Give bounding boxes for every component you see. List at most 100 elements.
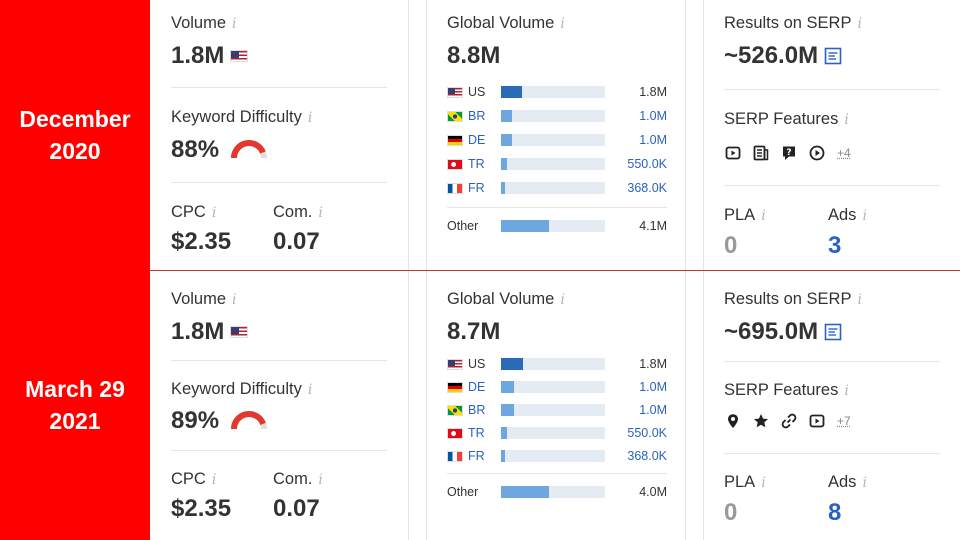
pin-icon[interactable] — [725, 413, 741, 429]
country-row[interactable]: TR 550.0K — [447, 424, 667, 442]
serp-features-label: SERP Features i — [724, 110, 849, 128]
other-bar-fill — [501, 220, 549, 232]
ads-value[interactable]: 8 — [828, 499, 842, 526]
info-icon[interactable]: i — [211, 472, 217, 488]
competition-label: Com. i — [273, 470, 323, 488]
other-volume: 4.0M — [639, 485, 667, 499]
competition-value: 0.07 — [273, 495, 320, 522]
country-row[interactable]: BR 1.0M — [447, 107, 667, 125]
volume-value: 1.8M — [171, 42, 249, 70]
serp-snapshot-icon[interactable] — [824, 323, 842, 341]
video-icon[interactable] — [725, 145, 741, 161]
de-flag-icon — [447, 134, 463, 146]
info-icon[interactable]: i — [560, 292, 565, 308]
info-icon[interactable]: i — [761, 208, 766, 224]
info-icon[interactable]: i — [307, 382, 313, 398]
country-code: FR — [468, 181, 485, 195]
other-bar — [501, 486, 605, 498]
metrics-column: Volume i 1.8M Keyword Difficulty i 88% CPC i $2.… — [150, 0, 408, 270]
cpc-label: CPC i — [171, 470, 217, 488]
global-volume-label: Global Volume i — [447, 14, 565, 32]
info-icon[interactable]: i — [857, 292, 862, 308]
star-icon[interactable] — [753, 413, 769, 429]
country-code: BR — [468, 403, 486, 417]
more-features-link[interactable]: +7 — [837, 414, 851, 428]
competition-label: Com. i — [273, 203, 323, 221]
results-on-serp-value: ~695.0M — [724, 318, 842, 346]
country-bar — [501, 358, 605, 370]
cpc-label: CPC i — [171, 203, 217, 221]
date-cell: December 2020 — [0, 0, 150, 270]
country-bar-fill — [501, 358, 523, 370]
us-flag-icon — [230, 50, 249, 62]
country-row[interactable]: TR 550.0K — [447, 155, 667, 173]
other-row: Other 4.0M — [447, 483, 667, 501]
info-icon[interactable]: i — [844, 112, 849, 128]
other-volume: 4.1M — [639, 219, 667, 233]
fr-flag-icon — [447, 450, 463, 462]
global-volume-column: Global Volume i 8.8M US 1.8M BR 1.0M DE 1.0M TR 55… — [427, 0, 685, 270]
more-features-link[interactable]: +4 — [837, 146, 851, 160]
country-bar-fill — [501, 381, 514, 393]
br-flag-icon — [447, 110, 463, 122]
info-icon[interactable]: i — [211, 205, 217, 221]
country-volume: 368.0K — [627, 181, 667, 195]
kd-gauge-fill — [231, 140, 266, 159]
country-volume: 550.0K — [627, 426, 667, 440]
other-bar-fill — [501, 486, 549, 498]
info-icon[interactable]: i — [862, 475, 867, 491]
country-bar-fill — [501, 182, 506, 194]
country-row[interactable]: US 1.8M — [447, 355, 667, 373]
info-icon[interactable]: i — [844, 383, 849, 399]
comparison-row: March 29 2021 Volume i 1.8M Keyword Difficul… — [0, 270, 960, 540]
de-flag-icon — [447, 381, 463, 393]
country-bar — [501, 381, 605, 393]
info-icon[interactable]: i — [862, 208, 867, 224]
link-icon[interactable] — [781, 413, 797, 429]
global-volume-value: 8.8M — [447, 42, 501, 69]
global-volume-value: 8.7M — [447, 318, 501, 345]
pla-label: PLA i — [724, 206, 766, 224]
country-row[interactable]: FR 368.0K — [447, 447, 667, 465]
tr-flag-icon — [447, 158, 463, 170]
keyword-difficulty-label: Keyword Difficulty i — [171, 108, 313, 126]
keyword-difficulty-label: Keyword Difficulty i — [171, 380, 313, 398]
serp-snapshot-icon[interactable] — [824, 47, 842, 65]
country-row[interactable]: DE 1.0M — [447, 131, 667, 149]
info-icon[interactable]: i — [560, 16, 565, 32]
serp-column: Results on SERP i ~526.0M SERP Features i? +4… — [704, 0, 960, 270]
country-bar-fill — [501, 134, 513, 146]
ads-label: Ads i — [828, 473, 867, 491]
svg-text:?: ? — [786, 148, 791, 158]
info-icon[interactable]: i — [761, 475, 766, 491]
country-volume: 1.8M — [639, 357, 667, 371]
country-code: TR — [468, 426, 485, 440]
ads-value[interactable]: 3 — [828, 232, 842, 259]
info-icon[interactable]: i — [232, 16, 237, 32]
country-volume: 1.8M — [639, 85, 667, 99]
other-row: Other 4.1M — [447, 217, 667, 235]
serp-column: Results on SERP i ~695.0M SERP Features i +7 P… — [704, 270, 960, 540]
play-icon[interactable] — [809, 145, 825, 161]
country-row[interactable]: FR 368.0K — [447, 179, 667, 197]
info-icon[interactable]: i — [857, 16, 862, 32]
serp-feature-icons: ? +4 — [725, 145, 851, 161]
keyword-difficulty-value: 89% — [171, 407, 269, 435]
country-bar-fill — [501, 158, 508, 170]
country-bar — [501, 427, 605, 439]
info-icon[interactable]: i — [318, 205, 323, 221]
info-icon[interactable]: i — [318, 472, 323, 488]
country-bar — [501, 134, 605, 146]
tr-flag-icon — [447, 427, 463, 439]
country-volume: 368.0K — [627, 449, 667, 463]
country-row[interactable]: US 1.8M — [447, 83, 667, 101]
video-icon[interactable] — [809, 413, 825, 429]
other-label: Other — [447, 485, 479, 499]
faq-icon[interactable]: ? — [781, 145, 797, 161]
country-row[interactable]: DE 1.0M — [447, 378, 667, 396]
info-icon[interactable]: i — [232, 292, 237, 308]
country-row[interactable]: BR 1.0M — [447, 401, 667, 419]
cpc-value: $2.35 — [171, 495, 232, 522]
news-icon[interactable] — [753, 145, 769, 161]
info-icon[interactable]: i — [307, 110, 313, 126]
